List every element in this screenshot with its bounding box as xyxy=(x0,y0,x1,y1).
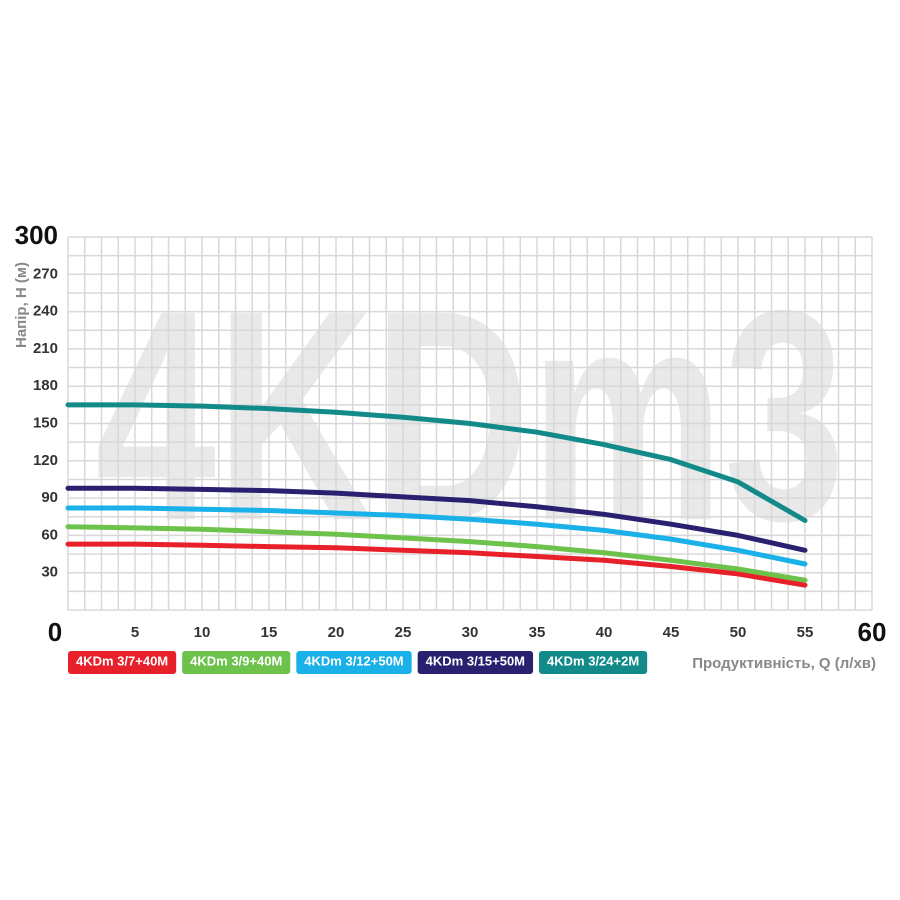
y-tick-label: 150 xyxy=(33,414,58,431)
legend-text: 4KDm 3/24+2M xyxy=(547,653,639,668)
x-axis-label: Продуктивність, Q (л/хв) xyxy=(692,655,876,672)
series-line xyxy=(65,402,808,523)
legend-text: 4KDm 3/7+40M xyxy=(76,653,168,668)
x-tick-label: 60 xyxy=(858,617,887,647)
legend-text: 4KDm 3/12+50M xyxy=(304,653,403,668)
x-tick-label: 45 xyxy=(663,624,680,641)
legend-item: 4KDm 3/24+2M xyxy=(539,651,648,674)
x-tick-label: 50 xyxy=(730,624,747,641)
y-tick-label: 120 xyxy=(33,452,58,469)
legend-item: 4KDm 3/7+40M xyxy=(68,651,177,674)
y-axis-label: Напір, Н (м) xyxy=(13,262,30,348)
legend-swatch xyxy=(539,651,648,674)
legend-swatch xyxy=(296,651,412,674)
y-tick-label: 270 xyxy=(33,265,58,282)
x-tick-label: 15 xyxy=(261,624,278,641)
y-tick-label: 60 xyxy=(41,526,58,543)
x-tick-label: 30 xyxy=(462,624,479,641)
x-tick-label: 55 xyxy=(797,624,814,641)
legend-swatch xyxy=(182,651,291,674)
x-tick-label: 0 xyxy=(48,617,62,647)
x-tick-label: 35 xyxy=(529,624,546,641)
series-line xyxy=(65,505,808,567)
series-line xyxy=(65,485,808,553)
y-tick-label: 210 xyxy=(33,340,58,357)
x-tick-label: 25 xyxy=(395,624,412,641)
y-tick-label: 30 xyxy=(41,564,58,581)
series-line xyxy=(65,524,808,583)
series-line xyxy=(65,541,808,588)
legend-swatch xyxy=(68,651,177,674)
legend-text: 4KDm 3/9+40M xyxy=(190,653,282,668)
legend-item: 4KDm 3/9+40M xyxy=(182,651,291,674)
legend-swatch xyxy=(417,651,534,674)
legend-text: 4KDm 3/15+50M xyxy=(426,653,525,668)
x-tick-label: 20 xyxy=(328,624,345,641)
y-tick-label: 240 xyxy=(33,303,58,320)
legend-item: 4KDm 3/12+50M xyxy=(296,651,412,674)
x-tick-label: 5 xyxy=(131,624,139,641)
x-tick-label: 40 xyxy=(596,624,613,641)
y-tick-label: 90 xyxy=(41,489,58,506)
y-tick-label: 180 xyxy=(33,377,58,394)
legend-item: 4KDm 3/15+50M xyxy=(417,651,534,674)
x-tick-label: 10 xyxy=(194,624,211,641)
y-tick-label: 300 xyxy=(15,220,58,250)
